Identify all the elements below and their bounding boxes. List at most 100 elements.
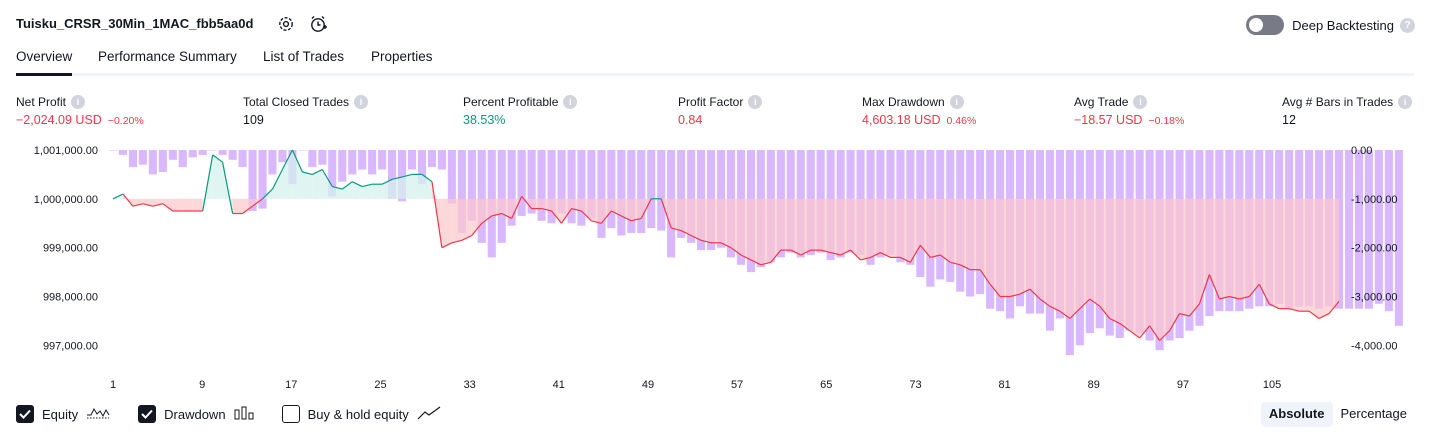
equity-area-segment xyxy=(372,184,383,199)
equity-area-segment xyxy=(860,198,871,260)
equity-area-segment xyxy=(292,150,303,199)
equity-line-segment xyxy=(321,169,333,187)
equity-line-segment xyxy=(431,181,443,248)
info-icon[interactable]: i xyxy=(354,94,369,109)
drawdown-bar xyxy=(328,150,337,197)
drawdown-checkbox[interactable] xyxy=(138,405,157,423)
drawdown-bar xyxy=(607,150,616,229)
metric-value: 109 xyxy=(243,113,264,127)
y-left-tick-label: 997,000.00 xyxy=(43,340,98,352)
equity-area-segment xyxy=(1279,198,1290,309)
equity-drawdown-chart[interactable]: 1,001,000.00 1,000,000.00 999,000.00 998,00… xyxy=(0,138,1431,396)
add-alert-clock-icon[interactable] xyxy=(308,14,328,34)
legend-drawdown[interactable]: Drawdown xyxy=(138,405,254,423)
drawdown-bar xyxy=(258,150,267,209)
equity-line-segment xyxy=(561,208,572,224)
y-right-tick-label: -2,000.00 xyxy=(1351,243,1397,255)
drawdown-bar xyxy=(338,150,347,182)
metric-value: −18.57 USD xyxy=(1074,113,1143,127)
tab-list-of-trades[interactable]: List of Trades xyxy=(263,49,345,64)
equity-line-segment xyxy=(341,181,353,190)
info-icon[interactable]: i xyxy=(563,94,578,109)
equity-area-segment xyxy=(840,198,851,255)
info-icon[interactable]: i xyxy=(71,94,86,109)
equity-area-segment xyxy=(1059,198,1070,319)
percentage-button[interactable]: Percentage xyxy=(1340,406,1408,421)
info-icon[interactable]: i xyxy=(949,94,964,109)
metric-label: Percent Profitable xyxy=(463,94,559,109)
tab-performance-summary[interactable]: Performance Summary xyxy=(98,49,237,64)
x-tick-label: 9 xyxy=(199,379,205,391)
y-right-tick-label: -1,000.00 xyxy=(1351,194,1397,206)
equity-line-icon xyxy=(86,406,110,423)
equity-line-segment xyxy=(611,210,622,217)
drawdown-bar xyxy=(457,150,466,233)
drawdown-bar xyxy=(208,150,217,151)
drawdown-bar xyxy=(148,150,157,175)
equity-area-segment xyxy=(721,198,731,248)
equity-area-segment xyxy=(402,174,412,199)
equity-line-segment xyxy=(1119,322,1131,332)
equity-area-segment xyxy=(810,198,821,251)
absolute-button[interactable]: Absolute xyxy=(1260,402,1333,427)
equity-area-segment xyxy=(1329,198,1339,314)
equity-line-segment xyxy=(1039,298,1051,307)
drawdown-bar xyxy=(557,150,566,214)
equity-area-segment xyxy=(172,198,183,211)
report-tabs: Overview Performance Summary List of Tra… xyxy=(16,46,1415,76)
equity-area-segment xyxy=(930,198,941,258)
tab-overview[interactable]: Overview xyxy=(16,49,73,76)
equity-line-segment xyxy=(860,256,871,261)
deep-backtesting-label: Deep Backtesting xyxy=(1292,17,1394,33)
equity-line-segment xyxy=(730,247,742,256)
equity-area-segment xyxy=(1030,198,1040,299)
equity-area-segment xyxy=(501,198,512,219)
equity-area-segment xyxy=(392,176,403,199)
equity-line-segment xyxy=(1159,330,1171,341)
x-tick-label: 1 xyxy=(110,379,116,391)
drawdown-bar xyxy=(218,150,227,155)
drawdown-bar xyxy=(108,150,117,151)
equity-area-segment xyxy=(711,198,721,243)
drawdown-bar xyxy=(368,150,377,175)
metric-avg-bars-in-trades: Avg # Bars in Trades i 12 xyxy=(1282,94,1413,127)
equity-line-segment xyxy=(1219,295,1230,300)
info-icon[interactable]: i xyxy=(1133,94,1148,109)
equity-area-segment xyxy=(1189,198,1200,316)
metric-percent-profitable: Percent Profitable i 38.53% xyxy=(463,94,578,127)
info-icon[interactable]: i xyxy=(1398,94,1413,109)
x-tick-label: 65 xyxy=(820,379,832,391)
equity-area-segment xyxy=(541,198,552,211)
x-tick-label: 89 xyxy=(1088,379,1100,391)
equity-line-segment xyxy=(521,196,533,209)
equity-line-segment xyxy=(252,198,263,207)
deep-backtesting-control: Deep Backtesting ? xyxy=(1246,14,1415,36)
legend-equity[interactable]: Equity xyxy=(16,405,110,423)
equity-line-segment xyxy=(830,252,841,256)
equity-area-segment xyxy=(880,198,891,258)
equity-area-segment xyxy=(142,198,153,207)
equity-area-segment xyxy=(1219,198,1230,299)
help-icon[interactable]: ? xyxy=(1400,17,1415,33)
drawdown-bar xyxy=(527,150,536,214)
equity-line-segment xyxy=(571,208,582,212)
equity-line-segment xyxy=(631,217,642,222)
equity-area-segment xyxy=(870,198,881,258)
equity-area-segment xyxy=(1269,198,1280,309)
equity-area-segment xyxy=(1309,198,1320,319)
settings-gear-icon[interactable] xyxy=(276,14,296,34)
buy-hold-checkbox[interactable] xyxy=(281,405,300,423)
equity-line-segment xyxy=(800,249,811,256)
equity-area-segment xyxy=(312,169,323,199)
deep-backtesting-toggle[interactable] xyxy=(1246,15,1285,35)
equity-checkbox[interactable] xyxy=(16,405,34,423)
info-icon[interactable]: i xyxy=(748,94,763,109)
tab-properties[interactable]: Properties xyxy=(371,49,433,64)
equity-area-segment xyxy=(731,198,741,255)
legend-buy-hold-equity[interactable]: Buy & hold equity xyxy=(281,405,441,423)
equity-line-segment xyxy=(291,149,303,173)
equity-line-segment xyxy=(1049,305,1061,312)
equity-area-segment xyxy=(212,154,223,199)
equity-line-segment xyxy=(1189,303,1200,317)
drawdown-bar xyxy=(567,150,576,224)
